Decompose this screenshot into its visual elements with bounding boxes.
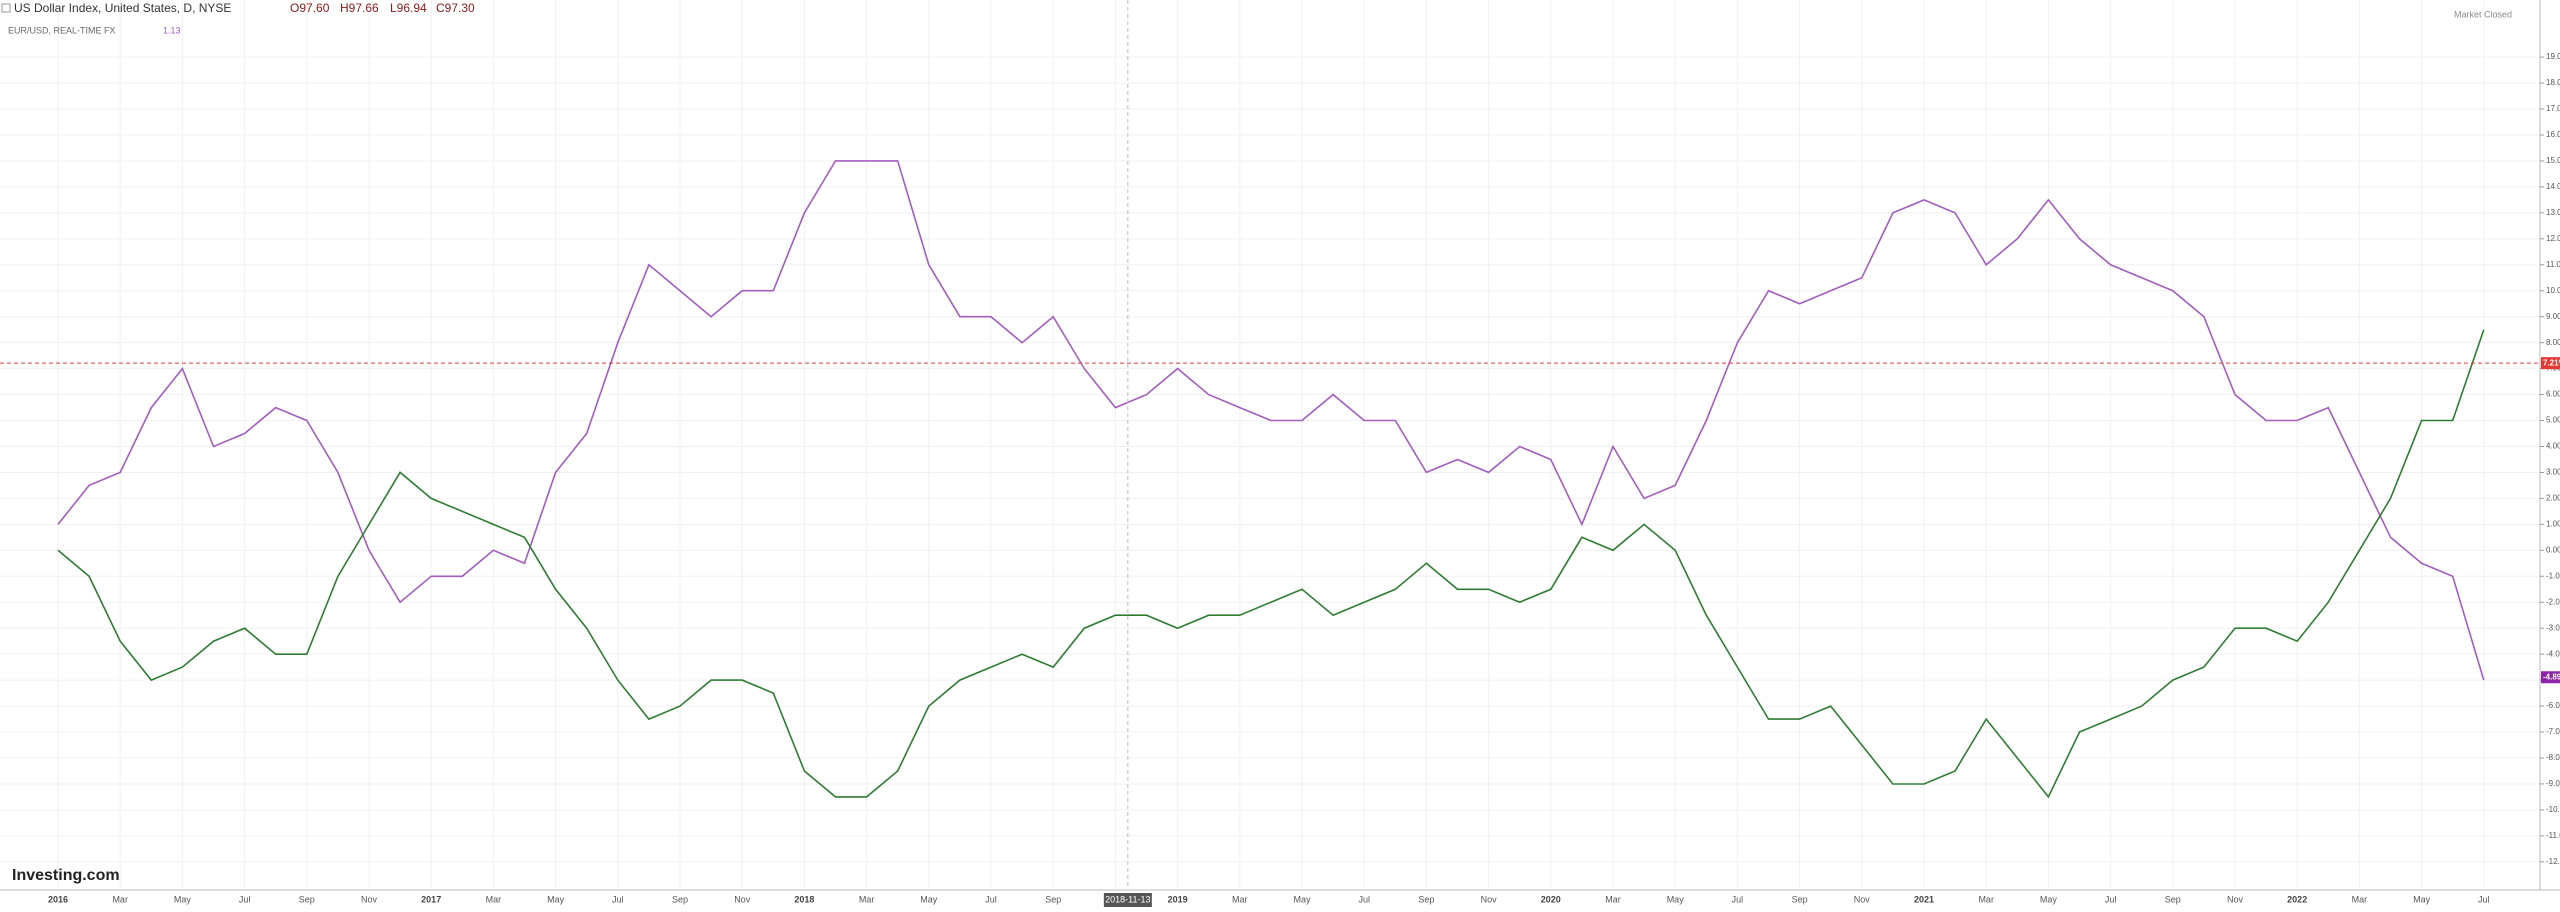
x-tick-label: Jul — [2105, 894, 2117, 904]
y-tick-label: 18.00% — [2546, 78, 2560, 87]
y-tick-label: 12.00% — [2546, 234, 2560, 243]
x-tick-label: Mar — [112, 894, 128, 904]
x-tick-label: Mar — [1978, 894, 1994, 904]
x-tick-label: Sep — [2165, 894, 2181, 904]
y-tick-label: 6.00% — [2546, 390, 2560, 399]
x-tick-label: 2018 — [794, 894, 814, 904]
y-tick-label: -11.00% — [2546, 831, 2560, 840]
y-tick-label: -9.00% — [2546, 779, 2560, 788]
x-tick-label: Jul — [985, 894, 997, 904]
y-tick-label: -2.00% — [2546, 597, 2560, 606]
y-tick-label: -1.00% — [2546, 571, 2560, 580]
price-tag — [2541, 671, 2560, 684]
y-tick-label: -3.00% — [2546, 623, 2560, 632]
y-tick-label: 19.00% — [2546, 52, 2560, 61]
y-tick-label: 8.00% — [2546, 338, 2560, 347]
y-tick-label: 1.00% — [2546, 519, 2560, 528]
x-tick-label: Nov — [2227, 894, 2244, 904]
y-tick-label: -6.00% — [2546, 701, 2560, 710]
x-tick-label: 2019 — [1168, 894, 1188, 904]
x-tick-label: Mar — [1232, 894, 1248, 904]
second-series-value: 1.13 — [163, 25, 181, 35]
crosshair-label: 2018-11-13 — [1105, 894, 1150, 904]
y-tick-label: -8.00% — [2546, 753, 2560, 762]
y-tick-label: 5.00% — [2546, 416, 2560, 425]
y-tick-label: 14.00% — [2546, 182, 2560, 191]
x-tick-label: 2022 — [2287, 894, 2307, 904]
price-tag — [2541, 357, 2560, 370]
y-tick-label: 4.00% — [2546, 442, 2560, 451]
y-tick-label: 17.00% — [2546, 104, 2560, 113]
y-tick-label: 10.00% — [2546, 286, 2560, 295]
x-tick-label: Sep — [1045, 894, 1061, 904]
y-tick-label: 15.00% — [2546, 156, 2560, 165]
x-tick-label: 2020 — [1541, 894, 1561, 904]
x-tick-label: 2017 — [421, 894, 441, 904]
x-tick-label: May — [1293, 894, 1311, 904]
price-tag-label: 7.21% — [2543, 358, 2560, 367]
y-tick-label: 13.00% — [2546, 208, 2560, 217]
chart-title: US Dollar Index, United States, D, NYSE — [14, 1, 231, 15]
series-line — [57, 329, 2485, 799]
x-tick-label: May — [547, 894, 565, 904]
logo: Investing.com — [12, 867, 120, 884]
x-tick-label: Sep — [672, 894, 688, 904]
x-tick-label: Jul — [2478, 894, 2490, 904]
x-tick-label: Sep — [1418, 894, 1434, 904]
x-tick-label: Mar — [1605, 894, 1621, 904]
ohlc-low: L96.94 — [390, 1, 427, 15]
y-tick-label: 3.00% — [2546, 468, 2560, 477]
x-tick-label: Mar — [486, 894, 502, 904]
grid — [0, 0, 2540, 890]
second-series-title: EUR/USD, REAL-TIME FX — [8, 25, 116, 35]
x-tick-label: Nov — [1854, 894, 1871, 904]
y-tick-label: -10.00% — [2546, 805, 2560, 814]
x-tick-label: May — [2413, 894, 2431, 904]
x-tick-label: 2016 — [48, 894, 68, 904]
x-tick-label: Jul — [612, 894, 624, 904]
price-tag-label: -4.89% — [2543, 672, 2560, 681]
x-tick-label: Jul — [1358, 894, 1370, 904]
x-tick-label: May — [1667, 894, 1685, 904]
x-tick-label: Nov — [734, 894, 751, 904]
series-line — [57, 160, 2485, 681]
ohlc-open: O97.60 — [290, 1, 330, 15]
y-tick-label: 0.00% — [2546, 545, 2560, 554]
x-tick-label: Mar — [859, 894, 875, 904]
x-tick-label: Mar — [2352, 894, 2368, 904]
x-tick-label: May — [2040, 894, 2058, 904]
x-tick-label: Jul — [239, 894, 251, 904]
x-tick-label: May — [174, 894, 192, 904]
y-tick-label: 11.00% — [2546, 260, 2560, 269]
x-tick-label: 2021 — [1914, 894, 1934, 904]
x-tick-label: Nov — [361, 894, 378, 904]
collapse-icon[interactable] — [1, 3, 11, 13]
market-status: Market Closed — [2454, 9, 2512, 19]
y-tick-label: 16.00% — [2546, 130, 2560, 139]
x-tick-label: May — [920, 894, 938, 904]
x-tick-label: Sep — [1792, 894, 1808, 904]
x-tick-label: Jul — [1732, 894, 1744, 904]
plot — [57, 160, 2485, 799]
x-tick-label: Nov — [1481, 894, 1498, 904]
ohlc-close: C97.30 — [436, 1, 475, 15]
x-tick-label: Sep — [299, 894, 315, 904]
y-tick-label: -12.00% — [2546, 857, 2560, 866]
y-tick-label: -7.00% — [2546, 727, 2560, 736]
crosshair-label-bg — [1103, 893, 1152, 907]
y-tick-label: 2.00% — [2546, 494, 2560, 503]
y-tick-label: -4.00% — [2546, 649, 2560, 658]
y-tick-label: 9.00% — [2546, 312, 2560, 321]
ohlc-high: H97.66 — [340, 1, 379, 15]
